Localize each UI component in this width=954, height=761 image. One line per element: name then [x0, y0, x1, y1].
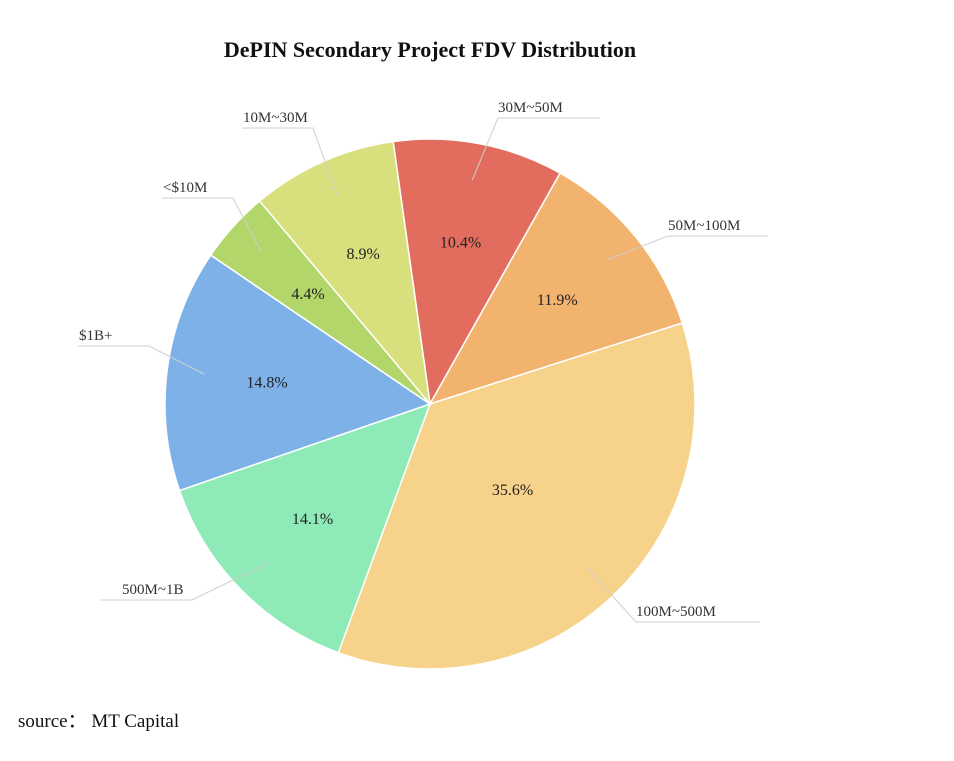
leader-line — [471, 117, 600, 181]
slice-category-label: 10M~30M — [243, 110, 308, 126]
pie-slice — [178, 402, 432, 654]
leader-line — [162, 197, 262, 252]
pie-slice — [258, 140, 432, 407]
pie-slice — [164, 254, 432, 492]
slice-value-label: 14.8% — [246, 374, 287, 391]
slice-category-label: 500M~1B — [122, 582, 183, 598]
slice-category-label: 50M~100M — [668, 218, 740, 234]
leader-line — [606, 235, 768, 261]
category-labels: 30M~50M 50M~100M 100M~500M 500M~1B $1B+ <$10M… — [79, 100, 740, 620]
slice-value-label: 35.6% — [492, 482, 533, 499]
pie-slice — [392, 138, 562, 407]
slice-category-label: $1B+ — [79, 328, 112, 344]
pie-slice — [337, 322, 696, 670]
leader-line — [587, 568, 760, 623]
leader-line — [78, 345, 205, 375]
slice-category-label: 30M~50M — [498, 100, 563, 116]
slice-category-label: 100M~500M — [636, 604, 716, 620]
leader-line — [100, 563, 268, 601]
leader-line — [242, 127, 338, 196]
pie-slices — [164, 138, 696, 670]
slice-category-label: <$10M — [163, 180, 207, 196]
chart-title: DePIN Secondary Project FDV Distribution — [224, 37, 636, 62]
slice-value-label: 4.4% — [291, 286, 324, 303]
slice-value-label: 8.9% — [347, 246, 380, 263]
source-note: source： MT Capital — [18, 711, 180, 732]
slice-value-label: 11.9% — [537, 292, 578, 309]
slice-value-label: 14.1% — [292, 511, 333, 528]
value-labels: 10.4% 11.9% 35.6% 14.1% 14.8% 4.4% 8.9% — [246, 235, 577, 528]
leader-lines — [78, 117, 768, 623]
slice-value-label: 10.4% — [440, 235, 481, 252]
pie-slice — [428, 172, 684, 406]
